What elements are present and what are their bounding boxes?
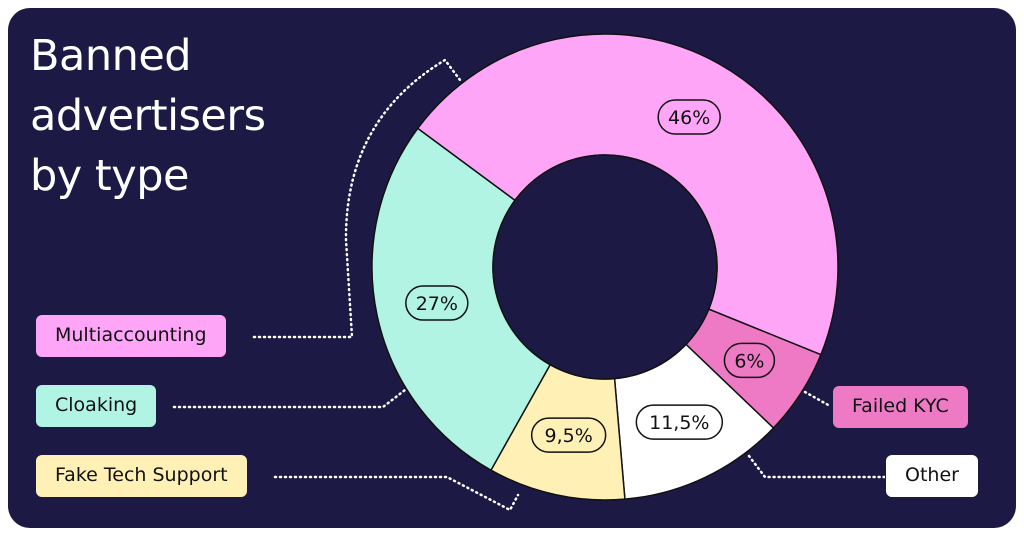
data-label-pill [635,404,724,440]
data-label-text: 27% [416,293,458,315]
connector-other [747,454,887,479]
donut-hole [492,154,718,380]
legend-failed-kyc: Failed KYC [832,385,969,429]
data-label-text: 6% [734,350,764,372]
connector-multiaccounting [252,58,462,339]
data-label-multiaccounting: 46% [657,99,721,135]
data-label-text: 46% [668,107,710,129]
connector-cloaking [172,388,407,409]
title-line: Banned [30,31,192,81]
data-label-text: 9,5% [545,425,593,447]
title-line: by type [30,151,189,201]
data-label-text: 11,5% [649,412,709,434]
data-label-pill [723,342,776,379]
data-label-other: 11,5% [635,404,724,440]
data-label-pill [657,99,721,135]
legend-multiaccounting: Multiaccounting [35,314,227,358]
title-line: advertisers [30,91,266,141]
connector-failed-kyc [803,390,832,408]
data-label-cloaking: 27% [405,285,469,321]
legend-cloaking: Cloaking [35,384,158,428]
data-label-pill [405,285,469,321]
chart-title: Banned advertisers by type [30,26,266,206]
legend-fake-tech-support: Fake Tech Support [35,454,248,498]
legend-other: Other [885,454,979,498]
data-label-pill [530,417,607,453]
connector-fake-tech-support [273,475,520,512]
data-label-failed-kyc: 6% [723,342,776,379]
data-label-fake-tech-support: 9,5% [530,417,607,453]
